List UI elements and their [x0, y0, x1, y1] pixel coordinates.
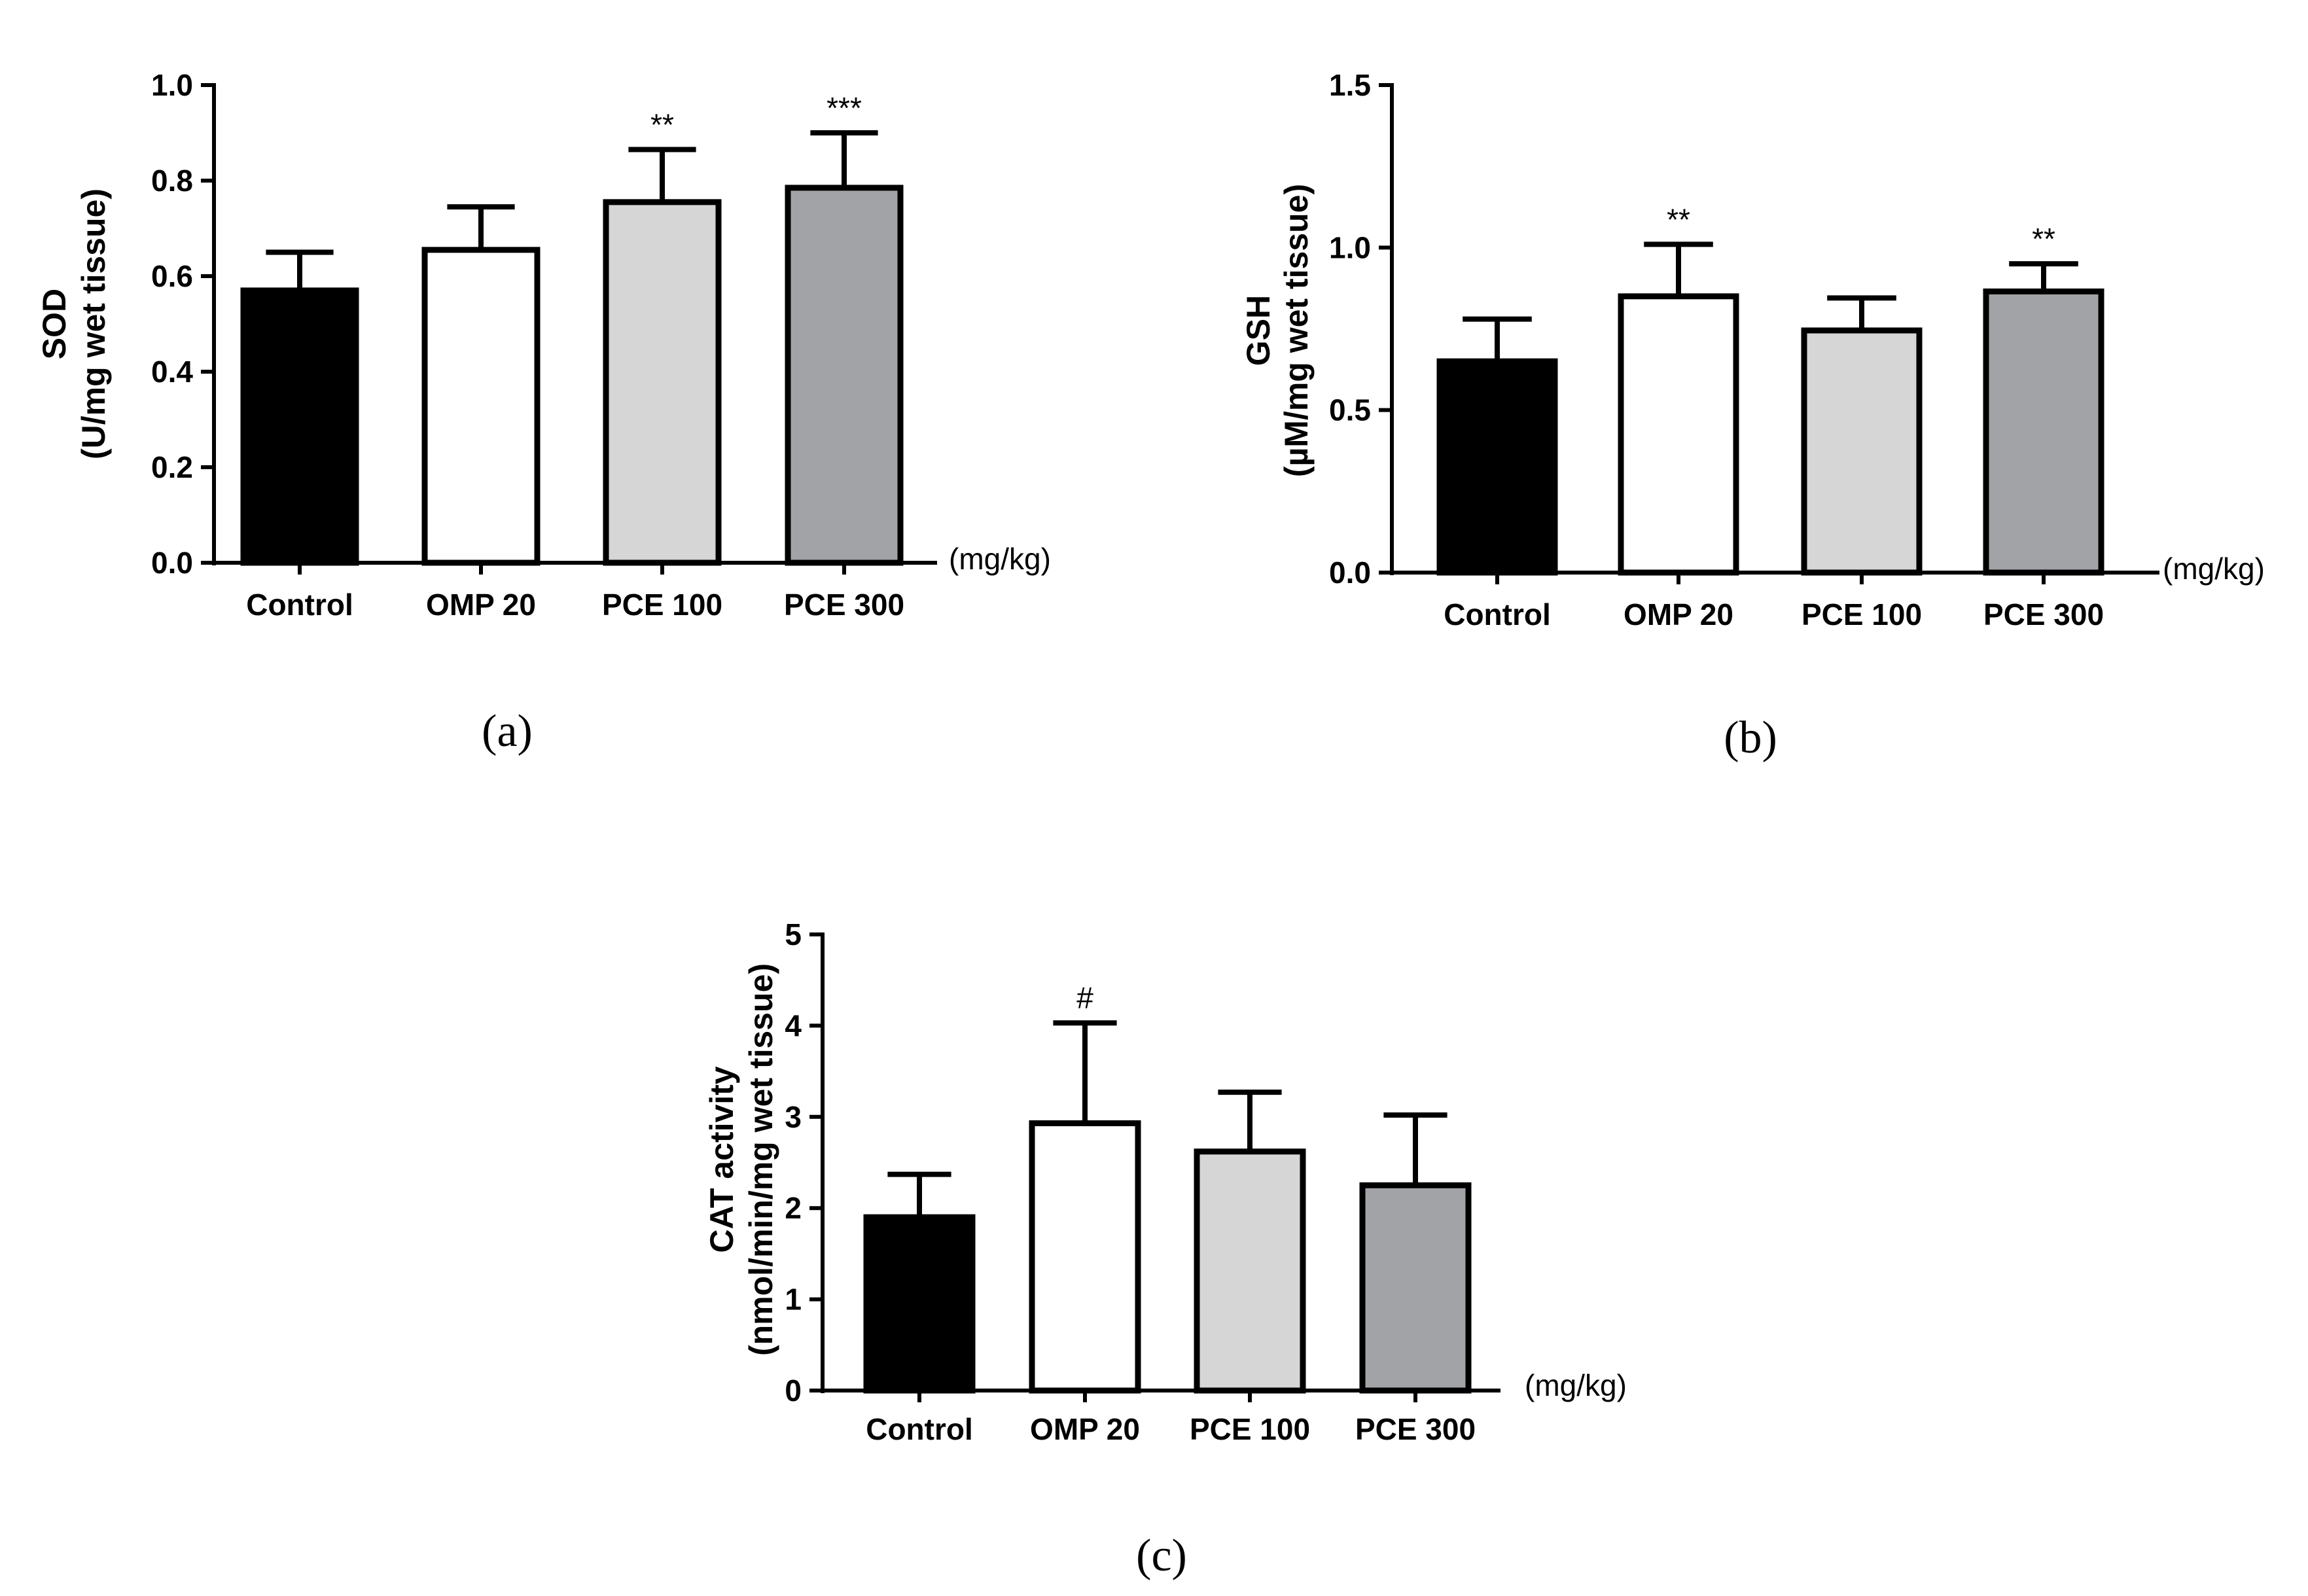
y-axis-title: (µM/mg wet tissue) — [1278, 184, 1315, 477]
y-tick-label: 0.4 — [151, 355, 193, 389]
x-tick-label: Control — [1444, 597, 1551, 631]
bar — [240, 287, 359, 566]
bar — [1359, 1182, 1472, 1394]
bar — [1029, 1120, 1141, 1394]
y-axis-title: SOD — [36, 289, 73, 359]
x-tick-label: PCE 100 — [1802, 597, 1922, 631]
significance-marker: ** — [1667, 202, 1690, 236]
panel-caption: (b) — [1724, 713, 1777, 763]
y-axis-title: GSH — [1240, 295, 1277, 366]
x-tick-label: PCE 300 — [1983, 597, 2104, 631]
bar — [421, 247, 541, 566]
y-axis-title: (nmol/min/mg wet tissue) — [743, 963, 779, 1356]
y-axis-title: CAT activity — [703, 1066, 740, 1252]
x-tick-label: PCE 100 — [1190, 1412, 1310, 1446]
y-tick-label: 1.0 — [1329, 230, 1371, 264]
y-tick-label: 0.2 — [151, 450, 193, 484]
chart-panel-b: ** ** 0.0 0.5 1.0 1.5 Control OMP 20 PCE 100 PCE … — [1240, 68, 2265, 763]
significance-marker: ** — [2032, 222, 2055, 256]
bar — [1983, 288, 2104, 576]
y-tick-label: 0.6 — [151, 259, 193, 293]
panel-caption: (a) — [482, 706, 533, 756]
bar — [1436, 358, 1558, 576]
bar — [1618, 293, 1739, 576]
y-tick-label: 3 — [785, 1100, 802, 1134]
x-tick-label: Control — [246, 588, 353, 622]
y-tick-label: 0 — [785, 1374, 802, 1408]
significance-marker: ** — [650, 108, 674, 142]
x-unit-label: (mg/kg) — [2163, 552, 2265, 586]
significance-marker: *** — [826, 91, 862, 125]
bar — [863, 1214, 976, 1394]
bar — [785, 185, 904, 566]
y-tick-label: 1.0 — [151, 68, 193, 102]
significance-marker: # — [1076, 981, 1093, 1015]
y-tick-label: 2 — [785, 1191, 802, 1225]
x-unit-label: (mg/kg) — [949, 542, 1051, 576]
bar — [1194, 1148, 1306, 1394]
x-tick-label: PCE 300 — [1355, 1412, 1476, 1446]
y-tick-label: 1 — [785, 1283, 802, 1317]
y-tick-label: 5 — [785, 917, 802, 951]
y-axis-title: (U/mg wet tissue) — [75, 188, 112, 459]
y-tick-label: 0.5 — [1329, 393, 1371, 427]
x-unit-label: (mg/kg) — [1525, 1368, 1627, 1402]
bar — [1801, 327, 1923, 576]
x-tick-label: OMP 20 — [1030, 1412, 1140, 1446]
x-tick-label: OMP 20 — [1624, 597, 1733, 631]
y-tick-label: 0.0 — [151, 546, 193, 580]
y-tick-label: 0.0 — [1329, 556, 1371, 590]
x-tick-label: PCE 300 — [784, 588, 904, 622]
x-tick-label: PCE 100 — [602, 588, 722, 622]
chart-panel-c: #0 1 2 3 4 5 Control OMP 20 PCE 100 PCE 300 (mg/kg… — [703, 917, 1627, 1581]
panel-caption: (c) — [1136, 1531, 1187, 1581]
y-tick-label: 1.5 — [1329, 68, 1371, 102]
y-tick-label: 0.8 — [151, 164, 193, 198]
x-tick-label: Control — [866, 1412, 973, 1446]
bar — [603, 199, 722, 566]
y-tick-label: 4 — [785, 1008, 802, 1042]
x-tick-label: OMP 20 — [426, 588, 536, 622]
